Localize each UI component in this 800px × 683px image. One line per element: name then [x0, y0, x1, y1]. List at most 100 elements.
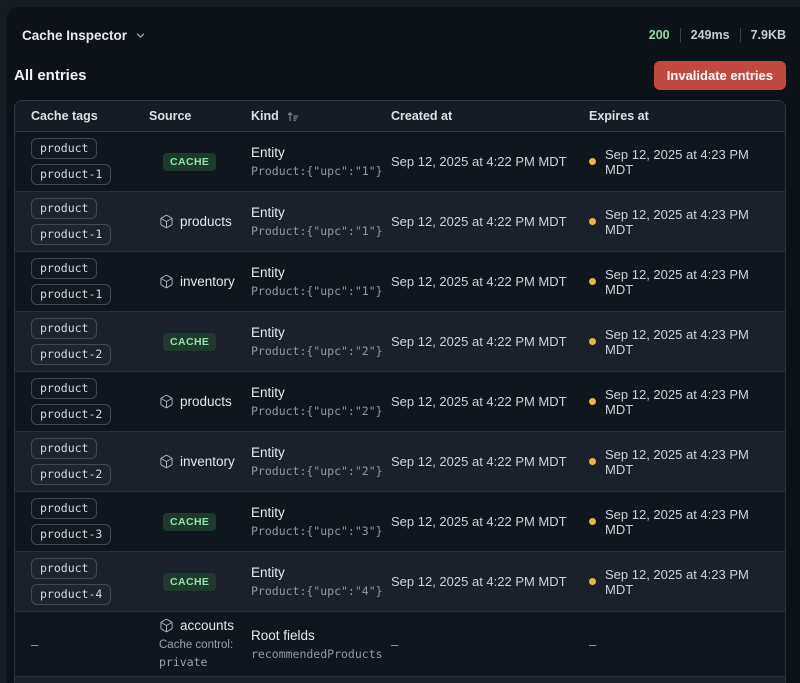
expires-at-cell: Sep 12, 2025 at 4:23 PM MDT	[589, 327, 785, 357]
kind-detail: Product:{"upc":"1"}	[251, 224, 383, 238]
kind-cell: Root fields recommendedProducts	[251, 628, 391, 661]
subgraph-name: inventory	[180, 274, 235, 289]
created-at-cell: Sep 12, 2025 at 4:22 PM MDT	[391, 154, 567, 169]
cache-tag: product-1	[31, 224, 112, 245]
subgraph-name: accounts	[180, 618, 235, 633]
subgraph-cube-icon	[159, 454, 174, 469]
created-at-cell: Sep 12, 2025 at 4:22 PM MDT	[391, 334, 567, 349]
cache-inspector-panel: Cache Inspector 200 249ms 7.9KB All entr…	[7, 7, 800, 683]
source-cell: CACHE	[149, 332, 251, 351]
expires-at-value: Sep 12, 2025 at 4:23 PM MDT	[605, 326, 749, 357]
kind-cell: Entity Product:{"upc":"2"}	[251, 445, 391, 478]
kind-title: Entity	[251, 385, 285, 400]
created-at-cell: Sep 12, 2025 at 4:22 PM MDT	[391, 394, 567, 409]
column-header-source: Source	[149, 109, 192, 123]
table-row[interactable]: product product-1 products Entity Product…	[15, 191, 785, 251]
column-header-expires-at: Expires at	[589, 109, 649, 123]
subgraph-name: inventory	[180, 454, 235, 469]
source-cell: inventory	[149, 454, 251, 469]
table-row[interactable]: product product-2 CACHE Entity Product:{"…	[15, 311, 785, 371]
cache-tags-cell: product product-1	[31, 138, 149, 185]
expires-at-cell: Sep 12, 2025 at 4:23 PM MDT	[589, 507, 785, 537]
table-row[interactable]: product product-2 inventory Entity Produc…	[15, 431, 785, 491]
expires-at-cell: Sep 12, 2025 at 4:23 PM MDT	[589, 567, 785, 597]
expiry-indicator-dot	[589, 158, 596, 165]
request-status: 200 249ms 7.9KB	[649, 28, 786, 42]
table-row[interactable]: – accounts Cache control: private Root fie…	[15, 611, 785, 677]
cache-tag: product	[31, 318, 98, 339]
cache-tag: product	[31, 438, 98, 459]
subgraph-cube-icon	[159, 618, 174, 633]
table-row[interactable]: product product-3 CACHE Entity Product:{"…	[15, 491, 785, 551]
cache-tag: product-2	[31, 344, 112, 365]
cache-tags-cell: product product-2	[31, 318, 149, 365]
source-cell: CACHE	[149, 512, 251, 531]
kind-title: Root fields	[251, 627, 315, 643]
expiry-indicator-dot	[589, 578, 596, 585]
created-at-cell: Sep 12, 2025 at 4:22 PM MDT	[391, 214, 567, 229]
expiry-indicator-dot	[589, 278, 596, 285]
kind-title: Entity	[251, 265, 285, 280]
subgraph-cube-icon	[159, 394, 174, 409]
kind-detail: recommendedProducts	[251, 646, 383, 661]
invalidate-entries-button[interactable]: Invalidate entries	[653, 61, 786, 90]
kind-cell: Entity Product:{"upc":"2"}	[251, 385, 391, 418]
cache-tags-cell: product product-1	[31, 258, 149, 305]
kind-detail: Product:{"upc":"3"}	[251, 524, 383, 538]
expires-at-cell: Sep 12, 2025 at 4:23 PM MDT	[589, 267, 785, 297]
kind-cell: Entity Product:{"upc":"3"}	[251, 505, 391, 538]
expiry-indicator-dot	[589, 338, 596, 345]
sort-icon[interactable]	[286, 110, 299, 123]
created-at-cell: Sep 12, 2025 at 4:22 PM MDT	[391, 514, 567, 529]
kind-title: Entity	[251, 145, 285, 160]
toolbar: All entries Invalidate entries	[7, 51, 800, 100]
subgraph-source: products	[159, 394, 245, 409]
expiry-indicator-dot	[589, 398, 596, 405]
expires-at-cell: –	[589, 637, 785, 652]
cache-inspector-dropdown[interactable]: Cache Inspector	[22, 28, 146, 43]
expires-at-cell: Sep 12, 2025 at 4:23 PM MDT	[589, 207, 785, 237]
subgraph-name: products	[180, 394, 232, 409]
kind-detail: Product:{"upc":"1"}	[251, 284, 383, 298]
kind-detail: Product:{"upc":"2"}	[251, 464, 383, 478]
topbar: Cache Inspector 200 249ms 7.9KB	[7, 7, 800, 51]
kind-title: Entity	[251, 445, 285, 460]
subgraph-source: accounts	[159, 618, 245, 633]
chevron-down-icon	[135, 29, 146, 41]
subgraph-cube-icon	[159, 274, 174, 289]
expires-at-cell: Sep 12, 2025 at 4:23 PM MDT	[589, 147, 785, 177]
expires-at-value: Sep 12, 2025 at 4:23 PM MDT	[605, 206, 749, 237]
created-at-cell: Sep 12, 2025 at 4:22 PM MDT	[391, 274, 567, 289]
table-row[interactable]: product product-4 CACHE Entity Product:{"…	[15, 551, 785, 611]
expires-at-value: Sep 12, 2025 at 4:23 PM MDT	[605, 266, 749, 297]
expires-at-value: Sep 12, 2025 at 4:23 PM MDT	[605, 566, 749, 597]
table-row[interactable]: product product-1 inventory Entity Produc…	[15, 251, 785, 311]
subgraph-source: inventory	[159, 274, 245, 289]
cache-tag: product	[31, 258, 98, 279]
cache-source-badge: CACHE	[163, 573, 217, 591]
cache-tag: product	[31, 138, 98, 159]
table-row[interactable]: product product-1 CACHE Entity Product:{"…	[15, 132, 785, 191]
status-separator	[679, 28, 681, 42]
cache-tags-cell: product product-2	[31, 378, 149, 425]
cache-tag: product	[31, 198, 98, 219]
created-at-cell: –	[391, 637, 589, 652]
source-cell: products	[149, 214, 251, 229]
cache-tag: product-1	[31, 284, 112, 305]
table-row[interactable]: topProductstopProducts-5 CACHE Root fiel…	[15, 676, 785, 683]
status-size: 7.9KB	[750, 28, 786, 42]
source-cell: accounts Cache control: private	[149, 618, 251, 670]
empty-value: –	[391, 636, 399, 652]
expiry-indicator-dot	[589, 218, 596, 225]
table-row[interactable]: product product-2 products Entity Product…	[15, 371, 785, 431]
cache-control-note: Cache control: private	[159, 637, 245, 670]
cache-tag: product-2	[31, 404, 112, 425]
created-at-cell: Sep 12, 2025 at 4:22 PM MDT	[391, 574, 567, 589]
cache-tag: product-3	[31, 524, 112, 545]
kind-cell: Entity Product:{"upc":"1"}	[251, 145, 391, 178]
kind-cell: Entity Product:{"upc":"2"}	[251, 325, 391, 358]
source-cell: CACHE	[149, 152, 251, 171]
column-header-kind[interactable]: Kind	[251, 109, 391, 123]
cache-tag: product-1	[31, 164, 112, 185]
cache-tag: product	[31, 378, 98, 399]
